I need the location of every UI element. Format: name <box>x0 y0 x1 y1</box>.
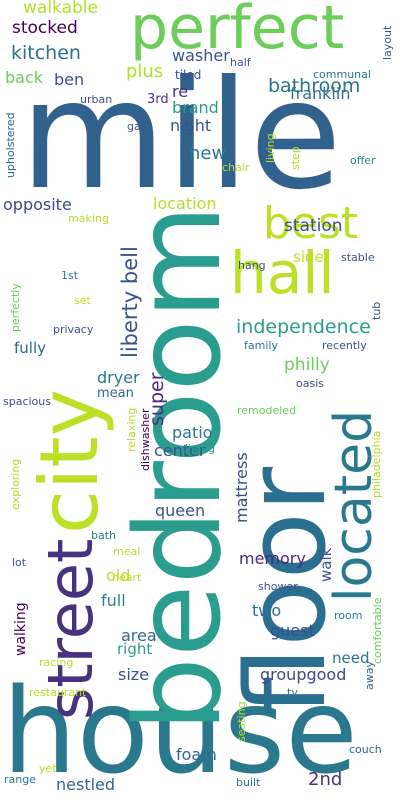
word-ben: ben <box>54 70 85 89</box>
word-stocked: stocked <box>12 18 78 38</box>
word-foam: foam <box>176 745 217 764</box>
word-brand: brand <box>172 98 219 117</box>
word-philly: philly <box>284 355 330 375</box>
word-night: night <box>170 116 212 135</box>
word-2nd: 2nd <box>308 769 343 790</box>
word-away: away <box>363 661 376 690</box>
word-spacious: spacious <box>3 395 51 408</box>
word-upholstered: upholstered <box>4 112 17 178</box>
word-kitchen: kitchen <box>11 42 81 64</box>
word-dryer: dryer <box>97 368 140 387</box>
word-center: center <box>154 441 206 460</box>
word-dishwasher: dishwasher <box>139 408 152 471</box>
word-plus: plus <box>126 61 164 82</box>
word-seating: seating <box>235 701 248 742</box>
word-re: re <box>172 82 189 101</box>
word-urban: urban <box>80 93 113 106</box>
word-house: house <box>2 662 358 800</box>
word-tv: tv <box>287 686 298 699</box>
word-liberty-bell: liberty bell <box>118 246 142 358</box>
word-location: location <box>153 194 217 213</box>
word-racing: racing <box>39 656 74 669</box>
word-communal: communal <box>313 68 371 81</box>
word-right: right <box>117 640 153 658</box>
word-making: making <box>68 212 109 225</box>
word-1st: 1st <box>61 269 79 282</box>
word-mattress: mattress <box>232 452 251 523</box>
word-lot: lot <box>12 556 27 569</box>
word-full: full <box>101 591 126 610</box>
word-set: set <box>74 294 91 307</box>
word-privacy: privacy <box>53 323 94 336</box>
word-station: station <box>284 216 343 236</box>
word-built: built <box>236 776 261 789</box>
word-side: side <box>293 248 324 266</box>
word-heart: heart <box>112 571 142 584</box>
word-oasis: oasis <box>296 377 324 390</box>
word-recently: recently <box>322 339 367 352</box>
word-exploring: exploring <box>9 458 22 510</box>
word-two: two <box>252 601 282 620</box>
word-mile: mile <box>20 49 342 223</box>
word-relaxing: relaxing <box>125 407 138 452</box>
word-perfectly: perfectly <box>9 283 22 332</box>
word-memory: memory <box>239 549 306 568</box>
word-walkable: walkable <box>23 0 98 18</box>
word-range: range <box>4 773 36 786</box>
word-washer: washer <box>172 46 230 65</box>
word-city: city <box>23 389 116 534</box>
word-back: back <box>5 68 44 87</box>
word-fully: fully <box>14 339 46 357</box>
word-hang: hang <box>238 259 266 272</box>
word-dining: dining <box>181 442 216 455</box>
word-couch: couch <box>349 743 382 756</box>
word-mean: mean <box>97 386 134 401</box>
word-family: family <box>244 339 278 352</box>
word-area: area <box>121 626 157 645</box>
word-layout: layout <box>381 25 394 60</box>
word-chair: chair <box>222 161 250 174</box>
word-walk: walk <box>317 547 335 582</box>
word-comfortable: comfortable <box>371 597 384 664</box>
word-meal: meal <box>113 545 141 558</box>
word-tub: tub <box>370 301 383 320</box>
word-remodeled: remodeled <box>237 404 297 417</box>
word-yet: yet <box>39 762 57 775</box>
word-best: best <box>263 198 359 249</box>
word-restaurant: restaurant <box>29 686 87 699</box>
word-guest: guest <box>270 621 315 640</box>
word-3rd: 3rd <box>147 92 169 107</box>
word-patio: patio <box>172 423 213 442</box>
word-living: living <box>264 133 277 163</box>
word-room: room <box>334 609 363 622</box>
word-offer: offer <box>350 154 376 167</box>
word-queen: queen <box>155 501 206 520</box>
word-franklin: franklin <box>290 84 351 103</box>
word-groupgood: groupgood <box>260 665 347 684</box>
word-hall: hall <box>230 239 335 307</box>
word-shower: shower <box>258 580 298 593</box>
word-gas: gas <box>127 120 147 133</box>
word-size: size <box>118 665 150 684</box>
word-walking: walking <box>13 602 29 656</box>
word-perfect: perfect <box>130 0 345 63</box>
word-bath: bath <box>91 529 117 542</box>
word-half: half <box>230 56 251 69</box>
word-nestled: nestled <box>56 775 116 794</box>
word-tiled: tiled <box>175 68 202 82</box>
word-stable: stable <box>341 251 375 264</box>
word-need: need <box>332 649 370 667</box>
word-new: new <box>189 143 227 164</box>
word-independence: independence <box>236 316 371 338</box>
word-opposite: opposite <box>3 195 72 214</box>
word-bathroom: bathroom <box>268 75 361 97</box>
word-step: step <box>289 146 302 170</box>
word-philadelphia: philadelphia <box>370 430 383 498</box>
word-old: old <box>106 566 131 585</box>
